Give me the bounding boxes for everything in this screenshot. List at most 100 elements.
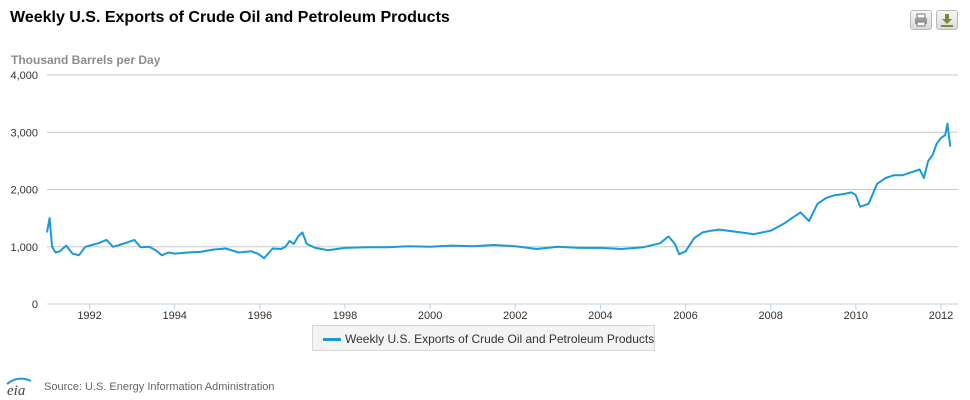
data-point[interactable] — [65, 245, 67, 247]
data-point[interactable] — [84, 246, 86, 248]
data-point[interactable] — [808, 220, 810, 222]
data-point[interactable] — [621, 248, 623, 250]
data-point[interactable] — [859, 206, 861, 208]
data-point[interactable] — [493, 244, 495, 246]
data-point[interactable] — [514, 245, 516, 247]
data-point[interactable] — [931, 154, 933, 156]
data-point[interactable] — [936, 143, 938, 145]
data-point[interactable] — [46, 231, 48, 233]
data-point[interactable] — [719, 229, 721, 231]
data-point[interactable] — [927, 160, 929, 162]
data-point[interactable] — [55, 251, 57, 253]
data-point[interactable] — [659, 242, 661, 244]
data-point[interactable] — [72, 253, 74, 255]
data-point[interactable] — [770, 230, 772, 232]
data-point[interactable] — [127, 241, 129, 243]
data-point[interactable] — [225, 247, 227, 249]
data-point[interactable] — [782, 223, 784, 225]
data-point[interactable] — [174, 253, 176, 255]
data-point[interactable] — [834, 194, 836, 196]
data-point[interactable] — [272, 247, 274, 249]
data-point[interactable] — [727, 230, 729, 232]
data-point[interactable] — [472, 245, 474, 247]
data-point[interactable] — [557, 246, 559, 248]
data-point[interactable] — [51, 246, 53, 248]
data-point[interactable] — [678, 253, 680, 255]
data-point[interactable] — [910, 171, 912, 173]
data-point[interactable] — [293, 243, 295, 245]
data-point[interactable] — [89, 245, 91, 247]
data-point[interactable] — [855, 194, 857, 196]
data-point[interactable] — [876, 183, 878, 185]
data-point[interactable] — [280, 248, 282, 250]
data-point[interactable] — [106, 239, 108, 241]
data-point[interactable] — [148, 246, 150, 248]
data-point[interactable] — [250, 250, 252, 252]
data-point[interactable] — [297, 235, 299, 237]
data-point[interactable] — [799, 211, 801, 213]
data-point[interactable] — [306, 243, 308, 245]
data-point[interactable] — [289, 240, 291, 242]
data-point[interactable] — [536, 248, 538, 250]
data-point[interactable] — [702, 231, 704, 233]
data-point[interactable] — [740, 231, 742, 233]
data-point[interactable] — [868, 203, 870, 205]
data-point[interactable] — [133, 239, 135, 241]
data-point[interactable] — [851, 191, 853, 193]
data-point[interactable] — [263, 257, 265, 259]
data-point[interactable] — [578, 247, 580, 249]
data-point[interactable] — [944, 134, 946, 136]
data-point[interactable] — [902, 174, 904, 176]
data-point[interactable] — [97, 242, 99, 244]
data-point[interactable] — [949, 146, 951, 148]
data-point[interactable] — [49, 217, 51, 219]
data-point[interactable] — [284, 246, 286, 248]
data-point[interactable] — [791, 217, 793, 219]
data-point[interactable] — [387, 246, 389, 248]
data-point[interactable] — [946, 123, 948, 125]
data-point[interactable] — [893, 174, 895, 176]
data-point[interactable] — [940, 137, 942, 139]
y-axis-title: Thousand Barrels per Day — [11, 53, 161, 67]
data-point[interactable] — [199, 251, 201, 253]
data-point[interactable] — [365, 246, 367, 248]
data-point[interactable] — [301, 231, 303, 233]
data-point[interactable] — [885, 177, 887, 179]
data-point[interactable] — [642, 246, 644, 248]
data-point[interactable] — [257, 253, 259, 255]
data-point[interactable] — [450, 245, 452, 247]
data-point[interactable] — [408, 245, 410, 247]
data-point[interactable] — [167, 251, 169, 253]
data-point[interactable] — [599, 247, 601, 249]
data-point[interactable] — [817, 203, 819, 205]
data-point[interactable] — [140, 246, 142, 248]
data-point[interactable] — [186, 251, 188, 253]
data-point[interactable] — [238, 251, 240, 253]
data-point[interactable] — [919, 168, 921, 170]
data-point[interactable] — [78, 254, 80, 256]
data-point[interactable] — [710, 230, 712, 232]
eia-logo: eia — [6, 377, 32, 398]
data-point[interactable] — [344, 247, 346, 249]
data-point[interactable] — [429, 246, 431, 248]
download-button[interactable] — [936, 10, 958, 30]
data-point[interactable] — [112, 246, 114, 248]
series-line[interactable] — [46, 122, 952, 260]
data-point[interactable] — [327, 249, 329, 251]
data-point[interactable] — [842, 193, 844, 195]
data-point[interactable] — [314, 247, 316, 249]
data-point[interactable] — [59, 250, 61, 252]
legend[interactable]: Weekly U.S. Exports of Crude Oil and Pet… — [312, 325, 655, 351]
data-point[interactable] — [753, 233, 755, 235]
data-point[interactable] — [825, 197, 827, 199]
data-point[interactable] — [118, 244, 120, 246]
data-point[interactable] — [923, 177, 925, 179]
data-point[interactable] — [674, 243, 676, 245]
data-point[interactable] — [668, 235, 670, 237]
data-point[interactable] — [693, 237, 695, 239]
data-point[interactable] — [155, 249, 157, 251]
data-point[interactable] — [212, 249, 214, 251]
print-button[interactable] — [910, 10, 932, 30]
data-point[interactable] — [685, 250, 687, 252]
data-point[interactable] — [161, 254, 163, 256]
